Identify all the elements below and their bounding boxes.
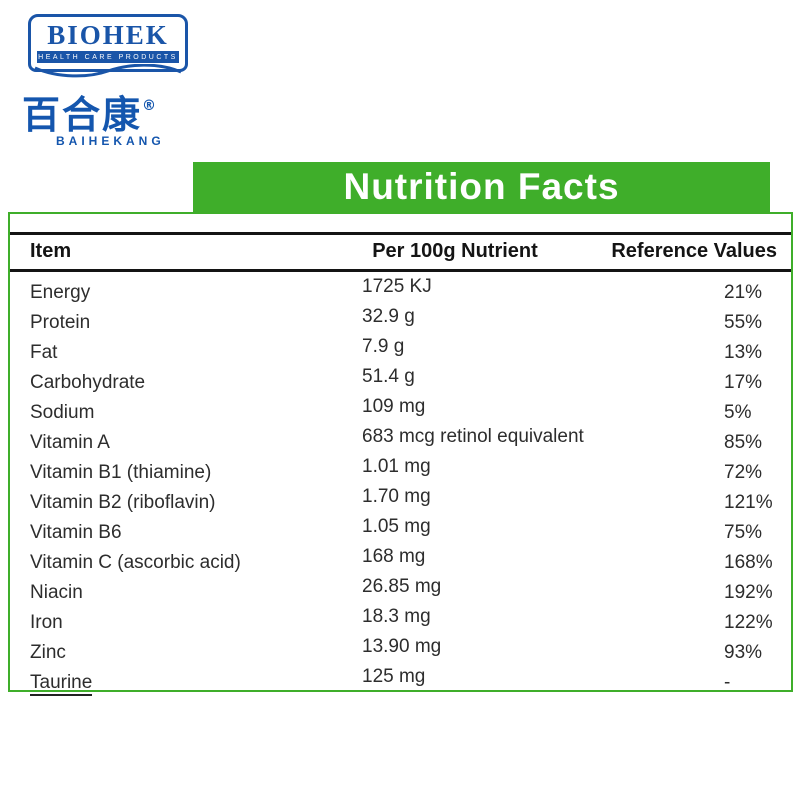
row-reference-value: 85%	[724, 432, 763, 453]
header-reference: Reference Values	[611, 240, 777, 262]
logo-wave-icon	[34, 64, 182, 78]
header-item: Item	[30, 240, 72, 262]
table-row: Sodium 109 mg 5%	[10, 396, 791, 428]
row-value: 1.05 mg	[362, 516, 431, 537]
row-item-label: Niacin	[30, 582, 83, 603]
row-reference-value: 17%	[724, 372, 763, 393]
row-reference-value: 192%	[724, 582, 773, 603]
row-reference-value: 13%	[724, 342, 763, 363]
brand-chinese-text: 百合康	[22, 93, 143, 137]
header-per100g: Per 100g Nutrient	[372, 240, 538, 262]
table-row: Vitamin B1 (thiamine) 1.01 mg 72%	[10, 456, 791, 488]
table-row: Carbohydrate 51.4 g 17%	[10, 366, 791, 398]
row-value: 51.4 g	[362, 366, 415, 387]
row-item-label: Vitamin B6	[30, 522, 122, 543]
table-row: Taurine 125 mg -	[10, 666, 791, 698]
row-value: 125 mg	[362, 666, 426, 687]
row-item-label: Fat	[30, 342, 58, 363]
table-row: Vitamin B2 (riboflavin) 1.70 mg 121%	[10, 486, 791, 518]
row-reference-value: -	[724, 672, 731, 693]
row-item-label: Vitamin C (ascorbic acid)	[30, 552, 241, 573]
row-value: 1725 KJ	[362, 276, 432, 297]
brand-romanized-name: BAIHEKANG	[56, 134, 165, 148]
row-reference-value: 168%	[724, 552, 773, 573]
table-row: Energy 1725 KJ 21%	[10, 276, 791, 308]
row-value: 168 mg	[362, 546, 426, 567]
row-item-label: Protein	[30, 312, 91, 333]
logo-text: BIOHEK	[47, 20, 169, 50]
row-item-label: Vitamin B1 (thiamine)	[30, 462, 212, 483]
row-value: 109 mg	[362, 396, 426, 417]
row-reference-value: 21%	[724, 282, 763, 303]
row-value: 7.9 g	[362, 336, 405, 357]
row-reference-value: 75%	[724, 522, 763, 543]
brand-logo: BIOHEK HEALTH CARE PRODUCTS	[28, 14, 188, 80]
table-row: Fat 7.9 g 13%	[10, 336, 791, 368]
row-reference-value: 93%	[724, 642, 763, 663]
row-value: 683 mcg retinol equivalent	[362, 426, 584, 447]
row-item-label: Sodium	[30, 402, 95, 423]
nutrition-title-bar: Nutrition Facts	[193, 162, 770, 212]
row-item-label: Vitamin B2 (riboflavin)	[30, 492, 216, 513]
row-reference-value: 55%	[724, 312, 763, 333]
page-title: Nutrition Facts	[343, 166, 620, 207]
row-item-label: Iron	[30, 612, 63, 633]
row-reference-value: 72%	[724, 462, 763, 483]
row-reference-value: 122%	[724, 612, 773, 633]
table-row: Protein 32.9 g 55%	[10, 306, 791, 338]
row-item-label: Taurine	[10, 668, 330, 698]
row-item-label: Carbohydrate	[30, 372, 146, 393]
table-header: Item Per 100g Nutrient Reference Values	[10, 232, 791, 272]
registered-mark: ®	[142, 98, 159, 114]
table-row: Zinc 13.90 mg 93%	[10, 636, 791, 668]
row-value: 26.85 mg	[362, 576, 442, 597]
row-value: 32.9 g	[362, 306, 415, 327]
logo-frame: BIOHEK HEALTH CARE PRODUCTS	[28, 14, 188, 72]
row-reference-value: 121%	[724, 492, 773, 513]
row-value: 1.70 mg	[362, 486, 431, 507]
row-value: 13.90 mg	[362, 636, 442, 657]
row-value: 1.01 mg	[362, 456, 431, 477]
table-row: Iron 18.3 mg 122%	[10, 606, 791, 638]
table-row: Vitamin A 683 mcg retinol equivalent 85%	[10, 426, 791, 458]
row-item-label: Energy	[30, 282, 91, 303]
row-reference-value: 5%	[724, 402, 752, 423]
row-value: 18.3 mg	[362, 606, 431, 627]
brand-chinese-name: 百合康®	[22, 84, 158, 139]
table-row: Vitamin B6 1.05 mg 75%	[10, 516, 791, 548]
table-row: Niacin 26.85 mg 192%	[10, 576, 791, 608]
row-item-label: Vitamin A	[30, 432, 110, 453]
table-rows: Energy 1725 KJ 21% Protein 32.9 g 55% Fa…	[10, 276, 791, 698]
table-row: Vitamin C (ascorbic acid) 168 mg 168%	[10, 546, 791, 578]
nutrition-table: Item Per 100g Nutrient Reference Values …	[8, 212, 793, 696]
logo-subtext: HEALTH CARE PRODUCTS	[37, 51, 179, 63]
row-item-label: Zinc	[30, 642, 66, 663]
